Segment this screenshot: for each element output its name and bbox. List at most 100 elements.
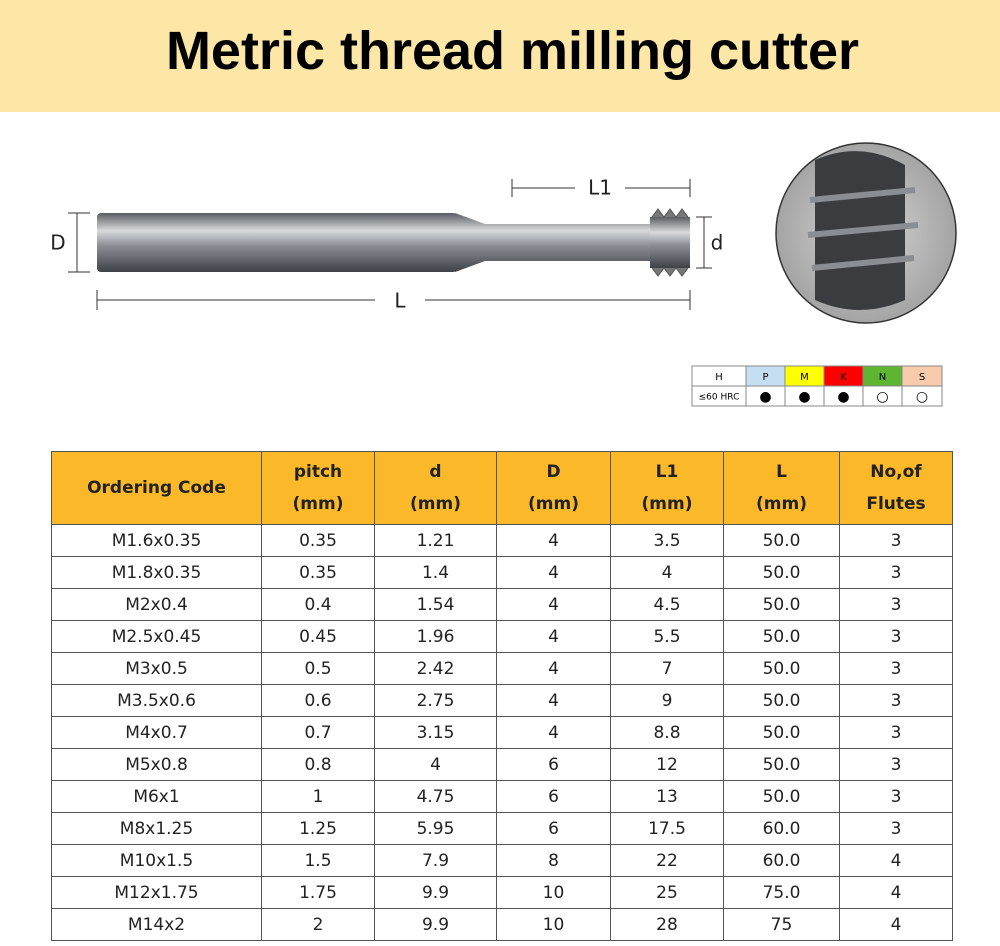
table-cell: 4.5 [610,588,724,621]
material-chart: H ≤60 HRC P ● M ● K ● N ○ S ○ [691,365,943,407]
header-cell: No,of Flutes [839,451,953,525]
table-cell: 0.35 [261,524,375,557]
table-cell: 3 [839,780,953,813]
table-row: M12x1.75 1.75 9.9 10 25 75.0 4 [51,876,953,909]
table-cell: 60.0 [723,812,840,845]
table-cell: 4 [839,908,953,941]
table-cell: 0.35 [261,556,375,589]
table-cell: 50.0 [723,684,840,717]
header-cell: Ordering Code [51,451,262,525]
table-cell: 50.0 [723,620,840,653]
table-cell: 9.9 [374,908,497,941]
table-row: M8x1.25 1.25 5.95 6 17.5 60.0 3 [51,812,953,845]
table-row: M2.5x0.45 0.45 1.96 4 5.5 50.0 3 [51,620,953,653]
table-row: M14x2 2 9.9 10 28 75 4 [51,908,953,941]
table-cell: 6 [496,812,611,845]
table-cell: 50.0 [723,748,840,781]
table-cell: 0.45 [261,620,375,653]
header-line: No,of [870,462,922,482]
table-cell: 1.54 [374,588,497,621]
table-cell: 3 [839,812,953,845]
table-row: M5x0.8 0.8 4 6 12 50.0 3 [51,748,953,781]
table-cell: 50.0 [723,652,840,685]
table-cell: 1.75 [261,876,375,909]
table-cell: 13 [610,780,724,813]
material-header: N [879,372,886,383]
table-cell: 4 [496,588,611,621]
table-cell: M8x1.25 [51,812,262,845]
material-value: ● [837,389,849,405]
table-cell: 1 [261,780,375,813]
material-value: ○ [876,389,888,405]
material-header: K [840,372,847,383]
table-cell: 4 [496,524,611,557]
table-cell: M6x1 [51,780,262,813]
header-line: (mm) [528,494,579,514]
header-line: (mm) [641,494,693,514]
table-cell: M12x1.75 [51,876,262,909]
table-cell: 1.21 [374,524,497,557]
header-line: (mm) [756,494,807,514]
table-row: M3x0.5 0.5 2.42 4 7 50.0 3 [51,652,953,685]
table-cell: 2 [261,908,375,941]
header-line: (mm) [292,494,344,514]
table-cell: 6 [496,780,611,813]
material-value: ○ [916,389,928,405]
header-cell: L1 (mm) [610,451,724,525]
table-cell: 2.42 [374,652,497,685]
table-row: M2x0.4 0.4 1.54 4 4.5 50.0 3 [51,588,953,621]
table-cell: 4 [496,716,611,749]
header-line: L [776,462,787,482]
tool [97,208,690,277]
header: Metric thread milling cutter [0,0,1000,112]
table-cell: 5.95 [374,812,497,845]
table-cell: M4x0.7 [51,716,262,749]
table-cell: 4 [610,556,724,589]
material-value: ● [759,389,771,405]
table-cell: 3 [839,652,953,685]
spec-table: Ordering Code pitch (mm) d (mm) D (mm) L1 (mm) L (… [51,451,953,941]
dim-label: L [394,289,406,313]
header-line: (mm) [410,494,461,514]
table-cell: 22 [610,844,724,877]
table-cell: 4 [496,620,611,653]
table-cell: 4 [496,652,611,685]
material-cell [901,385,943,407]
table-cell: M2x0.4 [51,588,262,621]
table-cell: M1.6x0.35 [51,524,262,557]
table-cell: 25 [610,876,724,909]
header-line: D [546,462,561,482]
table-cell: M14x2 [51,908,262,941]
table-row: M10x1.5 1.5 7.9 8 22 60.0 4 [51,844,953,877]
table-cell: 4 [374,748,497,781]
material-value: ≤60 HRC [699,393,740,403]
table-cell: 0.6 [261,684,375,717]
table-cell: 10 [496,908,611,941]
table-cell: M10x1.5 [51,844,262,877]
material-value: ● [798,389,810,405]
header-cell: pitch (mm) [261,451,375,525]
table-cell: 7 [610,652,724,685]
table-cell: 1.4 [374,556,497,589]
tool-photo [775,142,957,324]
table-cell: 6 [496,748,611,781]
header-line: L1 [655,462,679,482]
table-cell: 3 [839,524,953,557]
dim-label: d [711,231,724,255]
header-row: Ordering Code pitch (mm) d (mm) D (mm) L1 (mm) L (… [51,451,953,525]
table-cell: 8 [496,844,611,877]
table-cell: M3x0.5 [51,652,262,685]
table-cell: 5.5 [610,620,724,653]
material-header: P [762,372,768,383]
table-row: M1.8x0.35 0.35 1.4 4 4 50.0 3 [51,556,953,589]
dimension-lines [68,179,712,310]
header-cell: D (mm) [496,451,611,525]
table-cell: 4 [496,556,611,589]
table-cell: 9.9 [374,876,497,909]
table-cell: 1.25 [261,812,375,845]
table-cell: 50.0 [723,716,840,749]
table-cell: 50.0 [723,588,840,621]
table-cell: 0.5 [261,652,375,685]
table-cell: M2.5x0.45 [51,620,262,653]
table-cell: 0.7 [261,716,375,749]
